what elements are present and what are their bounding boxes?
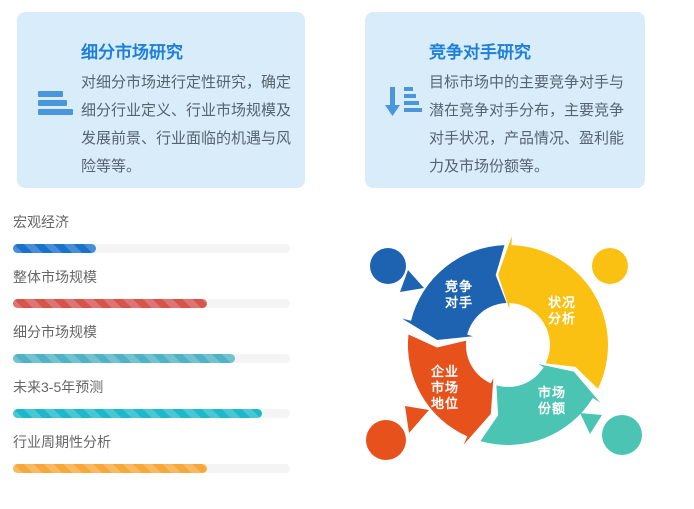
progress-label: 行业周期性分析 [13, 434, 111, 450]
cycle-diagram: 竞争对手状况分析市场份额 企业市场地位 [366, 236, 642, 460]
card-body-segment-research: 对细分市场进行定性研究，确定细分行业定义、行业市场规模及发展前景、行业面临的机遇… [81, 74, 292, 175]
progress-track [13, 244, 290, 253]
list-lines-icon [29, 26, 81, 178]
progress-label: 宏观经济 [13, 214, 69, 230]
progress-fill [13, 299, 207, 308]
progress-fill [13, 244, 97, 253]
card-text: 竞争对手研究 目标市场中的主要竞争对手与潜在竞争对手分布，主要竞争对手状况，产品… [429, 26, 635, 178]
segment-enterprise-market-position [407, 334, 494, 445]
progress-fill [13, 354, 235, 363]
teal-arrowhead [580, 413, 602, 434]
teal-dot [602, 415, 642, 455]
info-card-competitor-research: 竞争对手研究 目标市场中的主要竞争对手与潜在竞争对手分布，主要竞争对手状况，产品… [365, 12, 645, 188]
segment-competitors [402, 245, 507, 340]
blue-arrowhead [400, 270, 424, 292]
progress-row: 整体市场规模 [13, 267, 290, 308]
card-title-segment-research: 细分市场研究 [81, 43, 183, 62]
sort-descending-icon [377, 26, 429, 178]
progress-row: 行业周期性分析 [13, 432, 290, 473]
progress-track [13, 464, 290, 473]
orange-dot [366, 420, 406, 460]
progress-fill [13, 464, 207, 473]
orange-arrowhead [405, 406, 429, 433]
progress-track [13, 299, 290, 308]
yellow-dot [592, 248, 628, 284]
segment-label-status-analysis: 状况分析 [548, 295, 576, 326]
card-body-competitor-research: 目标市场中的主要竞争对手与潜在竞争对手分布，主要竞争对手状况，产品情况、盈利能力… [429, 74, 625, 175]
segment-label-enterprise-market-position: 企业市场地位 [430, 364, 459, 411]
progress-row: 宏观经济 [13, 212, 290, 253]
segment-label-market-share: 市场份额 [538, 385, 566, 416]
card-text: 细分市场研究 对细分市场进行定性研究，确定细分行业定义、行业市场规模及发展前景、… [81, 26, 295, 178]
progress-list: 宏观经济整体市场规模 细分市场规模 未来3-5年预测 行业周期性分析 [13, 212, 290, 487]
segment-market-share [480, 364, 601, 445]
progress-row: 未来3-5年预测 [13, 377, 290, 418]
info-card-segment-research: 细分市场研究 对细分市场进行定性研究，确定细分行业定义、行业市场规模及发展前景、… [17, 12, 305, 188]
progress-label: 细分市场规模 [13, 324, 97, 340]
segment-status-analysis [498, 236, 608, 389]
segment-label-competitors: 竞争对手 [445, 279, 473, 310]
progress-track [13, 409, 290, 418]
progress-row: 细分市场规模 [13, 322, 290, 363]
progress-fill [13, 409, 263, 418]
progress-label: 整体市场规模 [13, 269, 97, 285]
progress-track [13, 354, 290, 363]
blue-dot [370, 248, 406, 284]
card-title-competitor-research: 竞争对手研究 [429, 43, 531, 62]
progress-label: 未来3-5年预测 [13, 379, 104, 395]
